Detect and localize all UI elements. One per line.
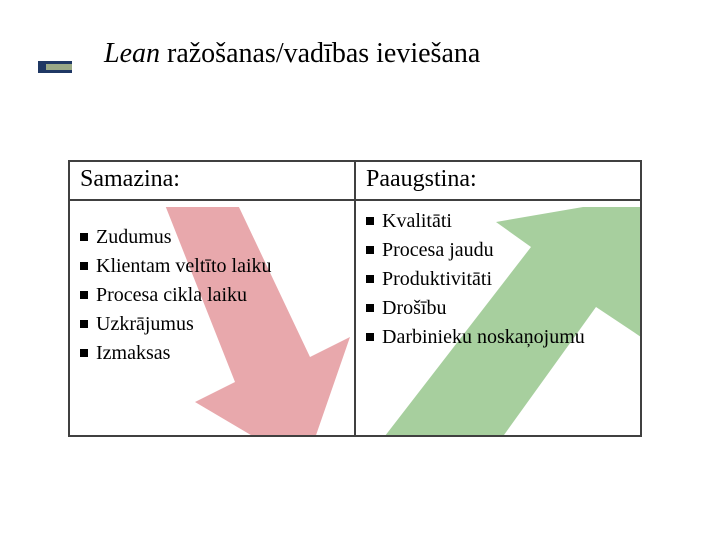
bullet-icon (366, 304, 374, 312)
list-left: ZudumusKlientam veltīto laikuProcesa cik… (80, 207, 344, 368)
table-body-row: ZudumusKlientam veltīto laikuProcesa cik… (69, 200, 641, 436)
title-lean: Lean (104, 38, 160, 69)
list-item-label: Produktivitāti (382, 265, 492, 294)
bullet-icon (366, 217, 374, 225)
comparison-table: Samazina: Paaugstina: ZudumusKlientam ve… (68, 160, 642, 437)
bullet-icon (80, 262, 88, 270)
list-item-label: Procesa jaudu (382, 236, 494, 265)
list-item: Izmaksas (80, 339, 344, 368)
list-item: Kvalitāti (366, 207, 630, 236)
header-left: Samazina: (69, 161, 355, 200)
slide-title: Lean ražošanas/vadības ieviešana (104, 38, 480, 70)
list-item: Procesa jaudu (366, 236, 630, 265)
bullet-icon (366, 275, 374, 283)
header-right: Paaugstina: (355, 161, 641, 200)
list-item: Darbinieku noskaņojumu (366, 323, 630, 352)
bullet-icon (80, 349, 88, 357)
list-item: Produktivitāti (366, 265, 630, 294)
bullet-icon (366, 333, 374, 341)
bullet-icon (80, 291, 88, 299)
list-item: Zudumus (80, 223, 344, 252)
list-item: Klientam veltīto laiku (80, 252, 344, 281)
title-rest: ražošanas/vadības ieviešana (160, 38, 480, 69)
list-item-label: Darbinieku noskaņojumu (382, 323, 585, 352)
list-item-label: Klientam veltīto laiku (96, 252, 272, 281)
list-item-label: Drošību (382, 294, 446, 323)
body-right: KvalitātiProcesa jauduProduktivitātiDroš… (355, 200, 641, 436)
list-item: Drošību (366, 294, 630, 323)
list-item: Procesa cikla laiku (80, 281, 344, 310)
bullet-icon (366, 246, 374, 254)
list-item-label: Procesa cikla laiku (96, 281, 247, 310)
list-right: KvalitātiProcesa jauduProduktivitātiDroš… (366, 207, 630, 352)
table-header-row: Samazina: Paaugstina: (69, 161, 641, 200)
body-left: ZudumusKlientam veltīto laikuProcesa cik… (69, 200, 355, 436)
list-item: Uzkrājumus (80, 310, 344, 339)
list-item-label: Uzkrājumus (96, 310, 194, 339)
list-item-label: Izmaksas (96, 339, 170, 368)
list-item-label: Zudumus (96, 223, 172, 252)
bullet-icon (80, 233, 88, 241)
bullet-icon (80, 320, 88, 328)
list-item-label: Kvalitāti (382, 207, 452, 236)
title-accent (38, 60, 72, 72)
